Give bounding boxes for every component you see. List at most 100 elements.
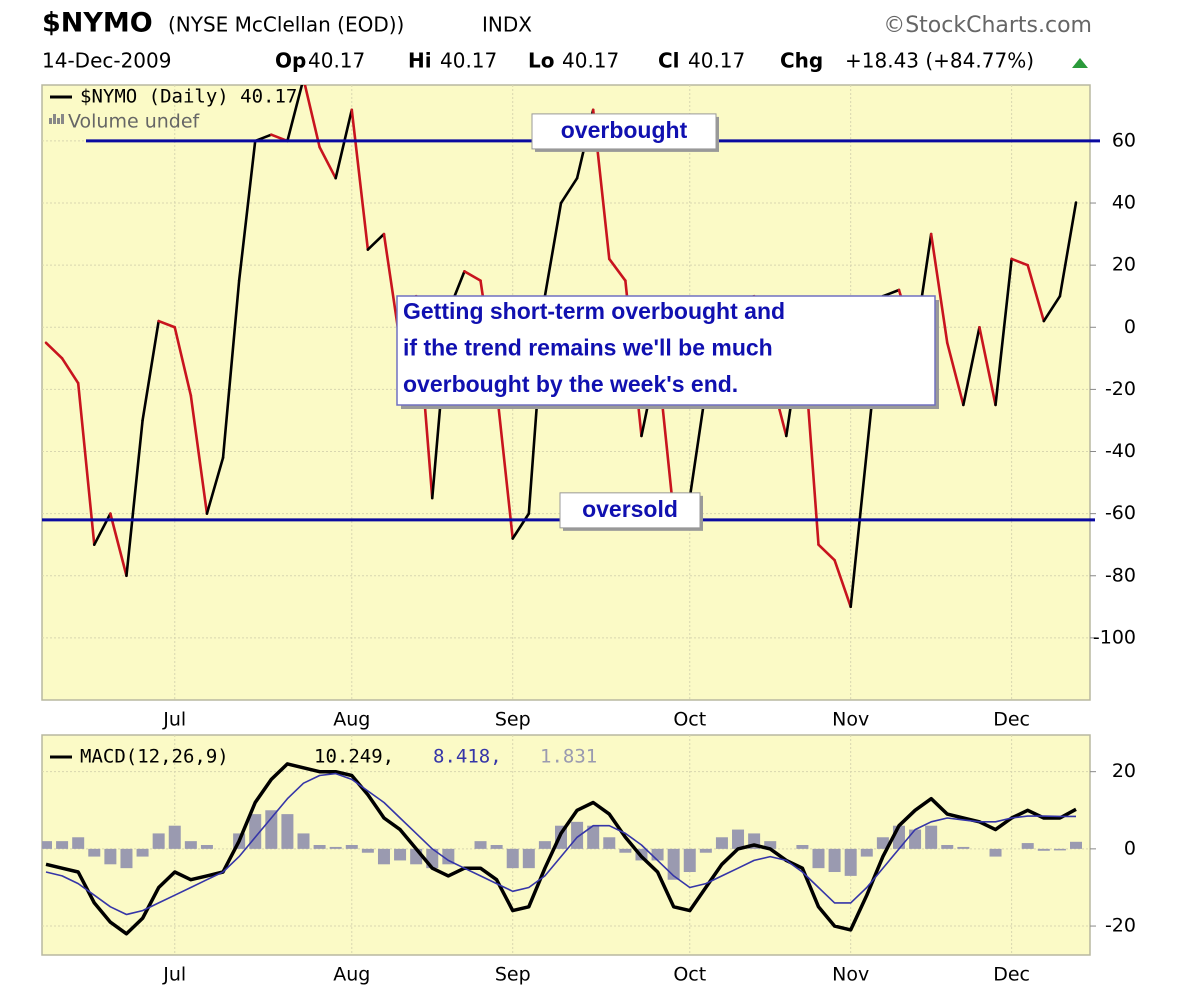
macd-line: [45, 772, 1076, 916]
annotation-text: if the trend remains we'll be much: [403, 335, 773, 361]
line-segment: [881, 288, 901, 298]
annotation-text: Getting short-term overbought and: [403, 298, 785, 324]
x-tick-label: Oct: [673, 709, 706, 731]
histogram-bar: [297, 833, 310, 849]
histogram-bar: [909, 829, 922, 849]
histogram-bar: [120, 848, 133, 869]
line-segment: [929, 232, 949, 345]
histogram-bar: [168, 825, 181, 849]
y-tick-label: -20: [1105, 378, 1136, 400]
histogram-bar: [1037, 848, 1050, 851]
index-name: (NYSE McClellan (EOD)): [168, 13, 404, 37]
histogram-bar: [152, 833, 165, 849]
histogram-bar: [281, 814, 294, 849]
line-segment: [849, 450, 869, 609]
x-tick-label: Sep: [495, 964, 531, 986]
histogram-bar: [796, 845, 809, 849]
line-segment: [962, 325, 981, 407]
histogram-bar: [699, 848, 712, 853]
histogram-bar: [474, 841, 487, 849]
legend-value: 1.831: [540, 746, 597, 768]
histogram-bar: [361, 848, 374, 853]
x-tick-label: Jul: [162, 709, 186, 731]
line-segment: [76, 381, 96, 546]
histogram-bar: [876, 837, 889, 849]
x-tick-label: Dec: [993, 964, 1030, 986]
histogram-bar: [812, 848, 825, 869]
histogram-bar: [184, 841, 197, 849]
histogram-bar: [345, 845, 358, 849]
threshold-label: oversold: [582, 496, 678, 522]
annotation-box: [396, 295, 936, 406]
histogram-bar: [522, 848, 535, 869]
legend-value: 10.249,: [314, 746, 394, 768]
line-segment: [303, 85, 321, 149]
threshold-label-box: [559, 492, 701, 529]
x-tick-label: Jul: [162, 964, 186, 986]
histogram-bar: [538, 841, 551, 849]
line-segment: [945, 341, 965, 407]
y-tick-label: -100: [1093, 626, 1136, 648]
y-tick-label: -20: [1105, 915, 1136, 937]
line-segment: [559, 176, 579, 205]
line-segment: [109, 512, 128, 578]
histogram-bar: [42, 841, 52, 849]
y-tick-label: -60: [1105, 502, 1136, 524]
plot-clip: [42, 762, 1082, 936]
histogram-bar: [651, 848, 664, 861]
line-segment: [44, 341, 64, 360]
line-segment: [833, 558, 852, 609]
low: 40.17: [562, 49, 619, 73]
close-label: Cl: [658, 49, 680, 73]
change: +18.43 (+84.77%): [845, 49, 1034, 73]
annotation-text: overbought by the week's end.: [403, 371, 738, 397]
low-label: Lo: [528, 49, 554, 73]
line-segment: [495, 388, 515, 540]
y-tick-label: -40: [1105, 440, 1136, 462]
line-segment: [1058, 201, 1078, 298]
histogram-bar: [506, 848, 519, 869]
line-segment: [817, 543, 836, 562]
open: 40.17: [308, 49, 365, 73]
change-label: Chg: [780, 49, 823, 73]
date: 14-Dec-2009: [42, 49, 171, 73]
symbol: $NYMO: [42, 8, 153, 39]
volume-icon: [53, 114, 56, 124]
histogram-bar: [571, 821, 584, 849]
histogram-bar: [957, 846, 970, 849]
legend-value: 8.418,: [433, 746, 502, 768]
x-tick-label: Sep: [495, 709, 531, 731]
x-tick-label: Aug: [333, 964, 370, 986]
macd-line: [45, 762, 1077, 936]
line-segment: [237, 139, 257, 282]
x-tick-label: Oct: [673, 964, 706, 986]
line-segment: [1026, 263, 1046, 323]
histogram-bar: [925, 825, 938, 849]
y-tick-label: 60: [1112, 129, 1136, 151]
histogram-bar: [313, 845, 326, 849]
histogram-bar: [732, 829, 745, 849]
x-tick-label: Nov: [832, 709, 869, 731]
histogram-bar: [1053, 848, 1066, 851]
histogram-bar: [104, 848, 117, 865]
line-segment: [189, 394, 209, 515]
histogram-bar: [844, 848, 857, 876]
high-label: Hi: [408, 49, 432, 73]
histogram-bar: [377, 848, 390, 865]
histogram-bar: [1070, 841, 1082, 849]
line-segment: [1010, 257, 1030, 267]
histogram-bar: [603, 837, 616, 849]
close: 40.17: [688, 49, 745, 73]
high: 40.17: [440, 49, 497, 73]
histogram-bar: [828, 848, 841, 873]
x-tick-label: Dec: [993, 709, 1030, 731]
line-segment: [543, 201, 563, 298]
line-segment: [350, 108, 370, 251]
legend-label: $NYMO (Daily) 40.17: [80, 86, 297, 108]
line-segment: [205, 456, 225, 515]
line-segment: [366, 232, 386, 251]
histogram-bar: [860, 848, 873, 857]
legend-label: Volume undef: [68, 111, 201, 133]
up-arrow: [1072, 58, 1088, 68]
